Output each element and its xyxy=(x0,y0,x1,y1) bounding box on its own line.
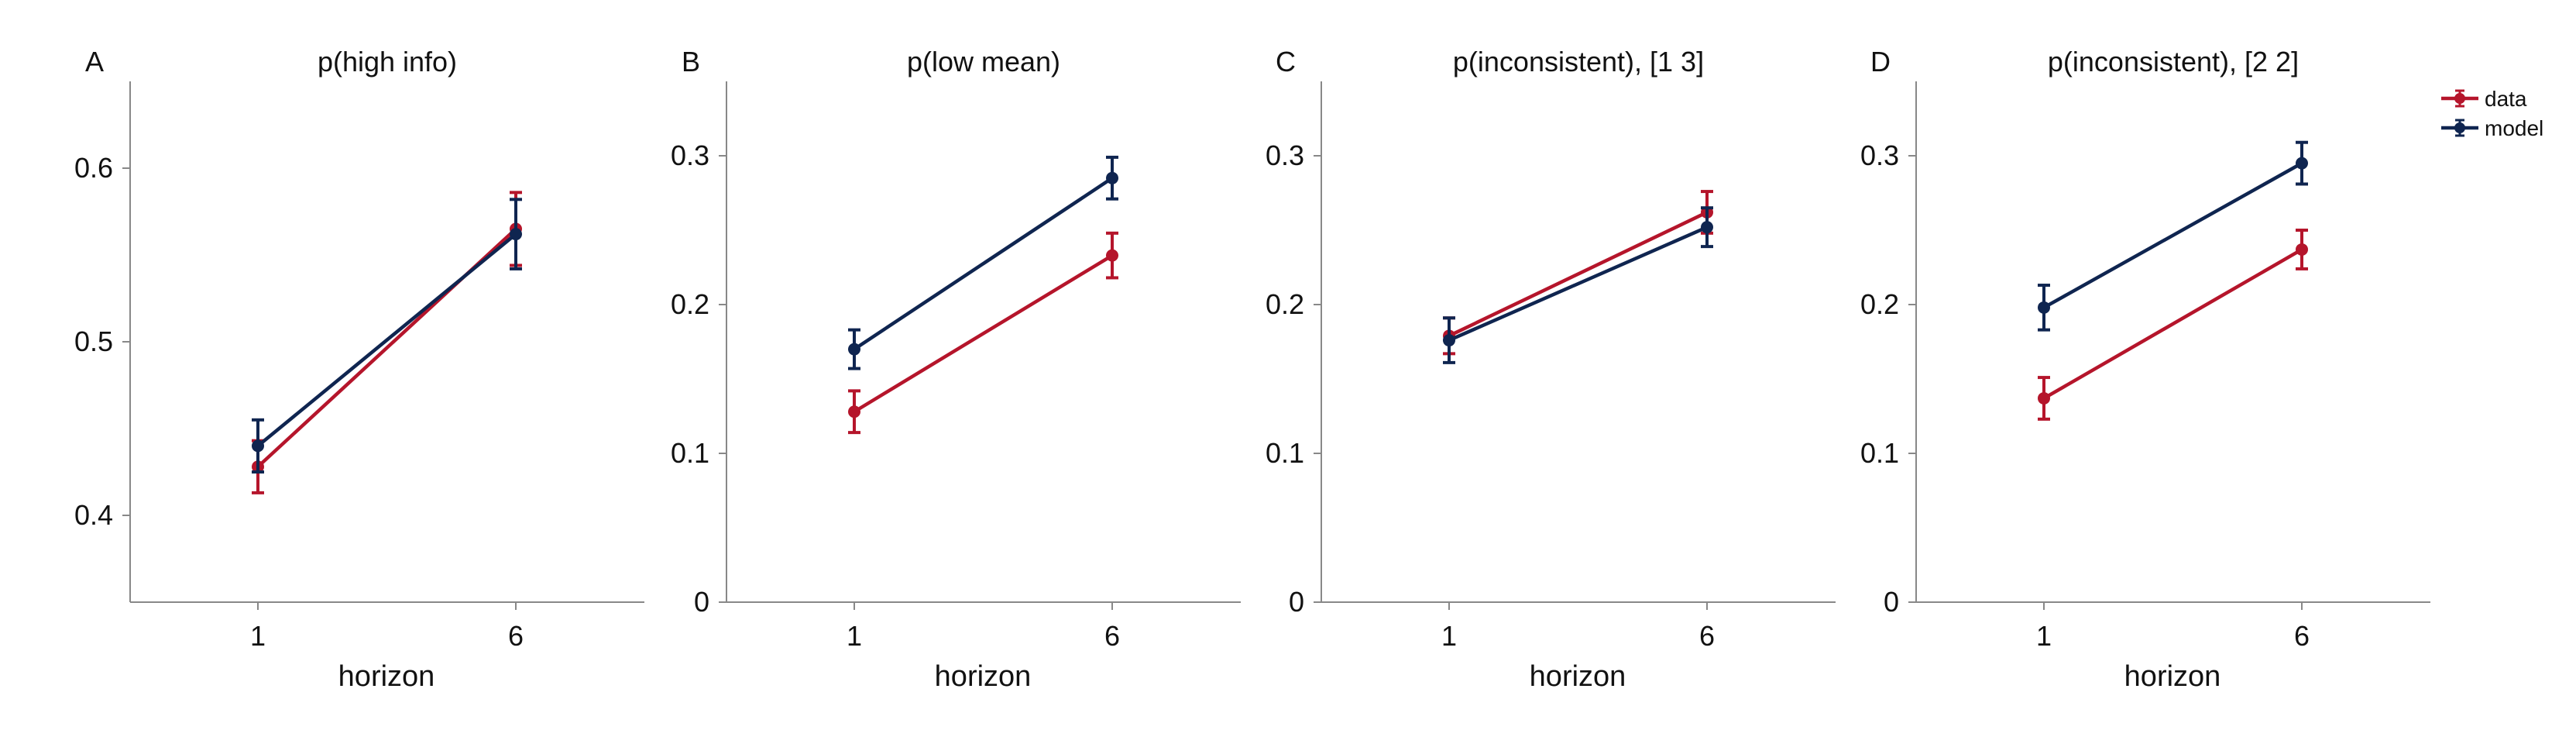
x-tick-label: 6 xyxy=(1104,620,1120,652)
x-tick-label: 6 xyxy=(508,620,524,652)
legend-marker-model xyxy=(2454,122,2465,133)
series-data xyxy=(252,191,522,494)
panel-title: p(inconsistent), [2 2] xyxy=(2048,46,2299,77)
series-line-data xyxy=(1448,210,1708,338)
y-tick-label: 0.4 xyxy=(74,499,113,531)
y-tick-label: 0.3 xyxy=(1860,139,1899,171)
y-tick-label: 0.5 xyxy=(74,325,113,357)
series-model xyxy=(1443,206,1713,364)
y-tick-label: 0.2 xyxy=(671,288,709,320)
y-tick-label: 0.1 xyxy=(1860,437,1899,469)
data-point xyxy=(1701,221,1713,234)
legend-label-model: model xyxy=(2485,116,2543,140)
series-line-model xyxy=(2042,161,2303,309)
x-tick-label: 6 xyxy=(2294,620,2310,652)
series-line-model xyxy=(256,232,517,448)
x-tick-label: 1 xyxy=(2036,620,2052,652)
series-line-data xyxy=(853,253,1114,414)
data-point xyxy=(2296,157,2308,170)
x-axis-label: horizon xyxy=(1530,660,1626,693)
data-point xyxy=(2038,391,2050,405)
series-line-model xyxy=(1448,226,1708,343)
x-tick-label: 1 xyxy=(1441,620,1457,652)
data-point xyxy=(1106,249,1118,262)
data-point xyxy=(848,405,860,418)
panel-title: p(high info) xyxy=(318,46,457,77)
panel-title: p(low mean) xyxy=(907,46,1060,77)
data-point xyxy=(1106,171,1118,184)
legend: data model xyxy=(2441,87,2543,140)
y-tick-label: 0.2 xyxy=(1860,288,1899,320)
series-model xyxy=(2038,140,2308,332)
x-axis-label: horizon xyxy=(2124,660,2221,693)
y-tick-label: 0.6 xyxy=(74,152,113,184)
legend-label-data: data xyxy=(2485,87,2527,111)
x-tick-label: 6 xyxy=(1699,620,1715,652)
x-tick-label: 1 xyxy=(250,620,266,652)
y-tick-label: 0.1 xyxy=(671,437,709,469)
series-data xyxy=(2038,229,2308,421)
y-tick-label: 0.2 xyxy=(1266,288,1304,320)
x-tick-label: 1 xyxy=(847,620,862,652)
series-data xyxy=(848,231,1118,435)
panel-letter: A xyxy=(85,46,104,77)
data-point xyxy=(848,343,860,356)
panel-title: p(inconsistent), [1 3] xyxy=(1453,46,1704,77)
data-point xyxy=(2038,301,2050,314)
y-tick-label: 0 xyxy=(1884,586,1899,618)
y-tick-label: 0.3 xyxy=(671,139,709,171)
data-point xyxy=(1443,334,1455,347)
series-model xyxy=(252,198,522,474)
series-line-data xyxy=(2042,248,2303,400)
data-point xyxy=(2296,243,2308,256)
y-tick-label: 0 xyxy=(694,586,709,618)
data-point xyxy=(252,439,264,453)
x-axis-label: horizon xyxy=(338,660,435,693)
panel-letter: C xyxy=(1276,46,1296,77)
y-tick-label: 0 xyxy=(1289,586,1304,618)
series-data xyxy=(1443,190,1713,356)
series-model xyxy=(848,155,1118,370)
panel-letter: D xyxy=(1870,46,1891,77)
data-point xyxy=(510,228,522,241)
y-tick-label: 0.3 xyxy=(1266,139,1304,171)
series-line-model xyxy=(853,176,1114,351)
panel-letter: B xyxy=(682,46,700,77)
y-tick-label: 0.1 xyxy=(1266,437,1304,469)
x-axis-label: horizon xyxy=(935,660,1032,693)
legend-marker-data xyxy=(2454,93,2465,104)
